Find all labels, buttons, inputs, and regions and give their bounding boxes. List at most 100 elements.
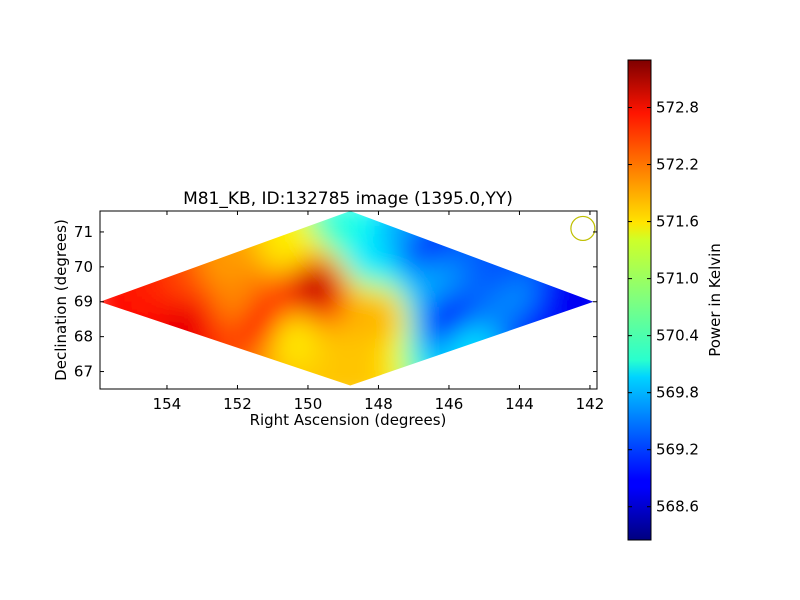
x-tick-label: 154 [153, 395, 182, 413]
heat-cell [532, 283, 541, 292]
heat-cell [316, 339, 325, 348]
heat-cell [444, 235, 453, 244]
heat-cell [220, 235, 229, 244]
heat-cell [228, 299, 237, 308]
heat-cell [372, 291, 381, 300]
heat-cell [268, 347, 277, 356]
heat-cell [140, 267, 149, 276]
heat-cell [196, 251, 205, 260]
heat-cell [548, 331, 557, 340]
heat-cell [556, 291, 565, 300]
heat-cell [556, 355, 565, 364]
heat-cell [540, 363, 549, 372]
heat-cell [452, 299, 461, 308]
heat-cell [588, 371, 594, 380]
heat-cell [420, 299, 429, 308]
heat-cell [436, 275, 445, 284]
heat-cell [340, 299, 349, 308]
heat-cell [540, 219, 549, 228]
heat-cell [604, 283, 613, 292]
heat-cell [356, 347, 365, 356]
heat-cell [396, 219, 405, 228]
heat-cell [380, 331, 389, 340]
heat-cell [420, 283, 429, 292]
heat-cell [308, 267, 317, 276]
heat-cell [228, 251, 237, 260]
heat-cell [292, 363, 301, 372]
heat-cell [508, 211, 517, 220]
colorbar-tick-label: 571.0 [656, 270, 699, 288]
heat-cell [324, 275, 333, 284]
heat-cell [428, 275, 437, 284]
heat-cell [140, 307, 149, 316]
heat-cell [564, 379, 573, 386]
heat-cell [308, 371, 317, 380]
heat-cell [116, 275, 125, 284]
heat-cell [468, 291, 477, 300]
heat-cell [516, 283, 525, 292]
heat-cell [188, 235, 197, 244]
colorbar-tick-label: 569.8 [656, 384, 699, 402]
heat-cell [300, 347, 309, 356]
heat-cell [540, 339, 549, 348]
heat-cell [292, 251, 301, 260]
heat-cell [404, 355, 413, 364]
heat-cell [564, 283, 573, 292]
heat-cell [556, 275, 565, 284]
heat-cell [100, 347, 109, 356]
heat-cell [428, 363, 437, 372]
heat-cell [156, 379, 165, 386]
heat-cell [100, 387, 109, 396]
heat-cell [172, 275, 181, 284]
heat-cell [468, 219, 477, 228]
heat-cell [228, 275, 237, 284]
heat-cell [140, 371, 149, 380]
heat-cell [308, 331, 317, 340]
heat-cell [396, 235, 405, 244]
heat-cell [116, 299, 125, 308]
heat-cell [356, 259, 365, 268]
heat-cell [500, 315, 509, 324]
heat-cell [300, 251, 309, 260]
heat-cell [548, 387, 557, 396]
heat-cell [484, 267, 493, 276]
heat-cell [492, 339, 501, 348]
heat-cell [260, 235, 269, 244]
heat-cell [284, 379, 293, 386]
heat-cell [380, 219, 389, 228]
heat-cell [428, 299, 437, 308]
heat-cell [348, 371, 357, 380]
heat-cell [460, 219, 469, 228]
heat-cell [420, 395, 429, 404]
heat-cell [572, 371, 581, 380]
heat-cell [556, 379, 565, 386]
heat-cell [516, 371, 525, 380]
heat-cell [164, 259, 173, 268]
heat-cell [380, 251, 389, 260]
heat-cell [396, 211, 405, 220]
heat-cell [476, 307, 485, 316]
heat-cell [460, 307, 469, 316]
heat-cell [300, 339, 309, 348]
heat-cell [348, 259, 357, 268]
heat-cell [372, 283, 381, 292]
heat-cell [396, 347, 405, 356]
heat-cell [540, 267, 549, 276]
heat-cell [284, 235, 293, 244]
heat-cell [180, 355, 189, 364]
heat-cell [540, 243, 549, 252]
heat-cell [476, 211, 485, 220]
heat-cell [372, 307, 381, 316]
heat-cell [468, 323, 477, 332]
heat-cell [156, 299, 165, 308]
heat-cell [100, 331, 109, 340]
heat-cell [244, 267, 253, 276]
heat-cell [292, 347, 301, 356]
heat-cell [316, 347, 325, 356]
heat-cell [212, 387, 221, 396]
heat-cell [484, 371, 493, 380]
heat-cell [276, 339, 285, 348]
heat-cell [468, 227, 477, 236]
heat-cell [204, 339, 213, 348]
heat-cell [236, 331, 245, 340]
